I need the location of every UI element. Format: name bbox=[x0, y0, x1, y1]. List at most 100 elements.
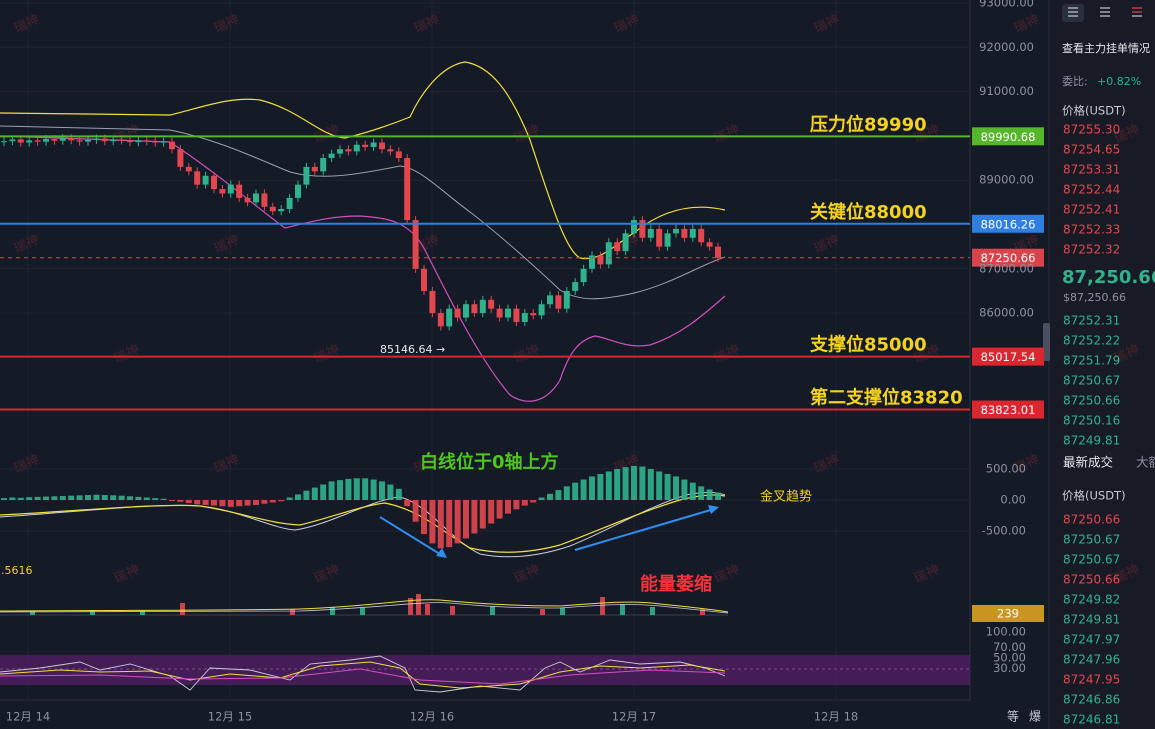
y-tick-label: 91000.00 bbox=[979, 84, 1034, 98]
price-tag bbox=[972, 347, 1044, 366]
candle bbox=[631, 220, 637, 234]
candle bbox=[26, 140, 33, 143]
macd-bar bbox=[244, 500, 251, 506]
macd-bar bbox=[219, 500, 226, 507]
macd-bar bbox=[295, 494, 301, 500]
candle bbox=[253, 193, 259, 203]
macd-bar bbox=[185, 500, 192, 504]
candle bbox=[681, 228, 688, 238]
candle bbox=[202, 175, 209, 185]
panel-title: 查看主力挂单情况 bbox=[1062, 41, 1150, 55]
bid-price: 87252.31 bbox=[1063, 314, 1120, 328]
macd-bar bbox=[286, 497, 293, 500]
candle bbox=[706, 242, 713, 247]
macd-bar bbox=[387, 484, 394, 500]
macd-bar bbox=[177, 500, 184, 502]
candle bbox=[689, 228, 696, 238]
panel-tab[interactable]: 最新成交 bbox=[1063, 455, 1113, 470]
level-annotation: 第二支撑位83820 bbox=[810, 387, 963, 409]
macd-bar bbox=[538, 497, 545, 500]
candle bbox=[521, 313, 528, 322]
x-tick-label: 12月 18 bbox=[814, 710, 858, 724]
macd-bar bbox=[463, 500, 469, 539]
candle bbox=[295, 184, 301, 198]
macd-bar bbox=[412, 500, 419, 522]
y-tick-label: 87000.00 bbox=[979, 261, 1034, 275]
candle bbox=[370, 142, 377, 147]
ask-price: 87252.33 bbox=[1063, 223, 1120, 237]
y-tick-label: 93000.00 bbox=[979, 0, 1034, 10]
ratio-value: +0.82% bbox=[1097, 75, 1141, 88]
price-tag bbox=[972, 248, 1044, 267]
macd-bar bbox=[143, 497, 150, 500]
macd-bar bbox=[471, 500, 478, 534]
macd-bar bbox=[261, 500, 268, 504]
candle bbox=[664, 233, 671, 247]
macd-bar bbox=[555, 490, 562, 500]
candle bbox=[429, 290, 436, 314]
rsi-tick-label: 50.00 bbox=[993, 651, 1026, 665]
view-icons bbox=[1068, 7, 1142, 17]
trades-header: 价格(USDT) bbox=[1062, 489, 1126, 503]
macd-bar bbox=[76, 495, 83, 500]
view-toggle[interactable] bbox=[1062, 4, 1084, 22]
price-tag-label: 85017.54 bbox=[981, 350, 1036, 364]
macd-bar bbox=[614, 469, 621, 500]
ask-price: 87252.41 bbox=[1063, 203, 1120, 217]
rsi-tick-label: 70.00 bbox=[993, 640, 1026, 654]
candle bbox=[715, 246, 721, 258]
macd-bar bbox=[521, 500, 528, 506]
macd-bar bbox=[43, 496, 49, 500]
price-tag bbox=[972, 214, 1044, 233]
macd-note: 白线位于0轴上方 bbox=[420, 451, 559, 473]
candle bbox=[328, 153, 335, 159]
candle bbox=[698, 228, 705, 243]
macd-bar bbox=[639, 466, 646, 500]
candle bbox=[454, 308, 461, 318]
scroll-handle[interactable] bbox=[1043, 323, 1050, 361]
macd-bar bbox=[194, 500, 201, 505]
ratio-label: 委比: bbox=[1062, 75, 1088, 88]
x-tick-label: 12月 17 bbox=[612, 710, 656, 724]
panel-tab[interactable]: 大额 bbox=[1136, 455, 1155, 470]
macd-bar bbox=[253, 500, 259, 505]
candle bbox=[513, 308, 520, 322]
candle bbox=[236, 184, 243, 198]
ask-price: 87254.65 bbox=[1063, 143, 1120, 157]
macd-bar bbox=[647, 469, 654, 500]
candle bbox=[278, 208, 285, 212]
y-tick-label: 89000.00 bbox=[979, 173, 1034, 187]
candle bbox=[622, 233, 629, 252]
ask-price: 87252.32 bbox=[1063, 243, 1120, 257]
candle bbox=[605, 242, 612, 265]
macd-bar bbox=[202, 500, 209, 505]
candle bbox=[656, 228, 663, 247]
volume-label: 7.5616 bbox=[0, 564, 33, 577]
macd-tick-label: 0.00 bbox=[1000, 493, 1026, 507]
x-tick-label: 12月 14 bbox=[6, 710, 50, 724]
candle bbox=[85, 139, 91, 142]
candle bbox=[589, 255, 595, 269]
candle bbox=[530, 313, 537, 316]
candle bbox=[135, 140, 142, 143]
x-tick-label: 12月 15 bbox=[208, 710, 252, 724]
bid-price: 87252.22 bbox=[1063, 334, 1120, 348]
trade-price: 87247.95 bbox=[1063, 673, 1120, 687]
candle bbox=[379, 142, 385, 150]
macd-bar bbox=[505, 500, 511, 514]
macd-bar bbox=[1, 498, 7, 500]
macd-bar bbox=[303, 490, 310, 500]
candle bbox=[227, 184, 234, 194]
macd-bar bbox=[51, 496, 58, 500]
candle bbox=[34, 140, 41, 142]
macd-bar bbox=[269, 500, 276, 503]
macd-bar bbox=[446, 500, 453, 548]
candle bbox=[93, 138, 100, 140]
bid-price: 87250.66 bbox=[1063, 394, 1120, 408]
trade-price: 87250.67 bbox=[1063, 533, 1120, 547]
candle bbox=[471, 304, 478, 314]
ask-price: 87255.30 bbox=[1063, 123, 1120, 137]
